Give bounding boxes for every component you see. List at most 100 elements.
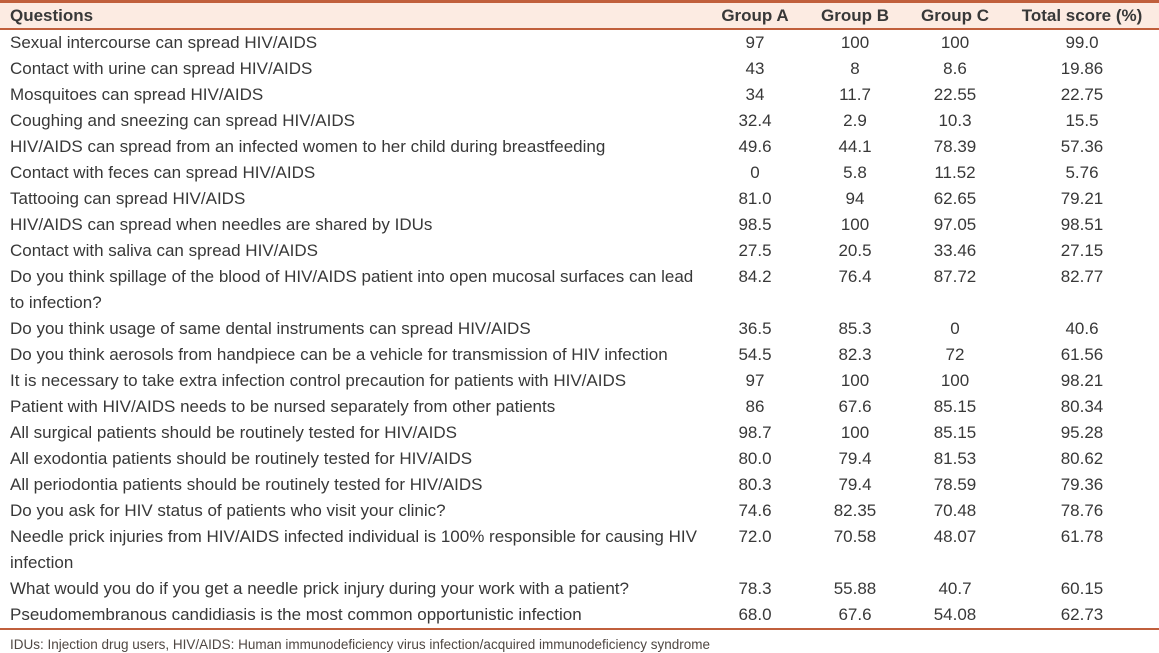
question-cell: What would you do if you get a needle pr… <box>10 579 629 598</box>
value-cell: 10.3 <box>938 111 972 130</box>
value-cell: 85.15 <box>933 423 977 442</box>
value-cell: 40.6 <box>1065 319 1099 338</box>
value-cell: 27.5 <box>738 241 772 260</box>
value-cell: 61.78 <box>1060 527 1104 546</box>
question-cell: All exodontia patients should be routine… <box>10 449 473 468</box>
value-cell: 67.6 <box>805 602 905 630</box>
question-cell: Contact with feces can spread HIV/AIDS <box>10 163 316 182</box>
value-cell: 78.76 <box>1060 501 1104 520</box>
value-cell: 34 <box>745 85 765 104</box>
value-cell: 81.0 <box>738 189 772 208</box>
table-row: HIV/AIDS can spread when needles are sha… <box>0 212 1159 238</box>
table-row: All surgical patients should be routinel… <box>0 420 1159 446</box>
table-row: All periodontia patients should be routi… <box>0 472 1159 498</box>
question-cell: Do you ask for HIV status of patients wh… <box>10 501 446 520</box>
value-cell: 100 <box>940 33 970 52</box>
question-cell: Contact with urine can spread HIV/AIDS <box>10 59 313 78</box>
table-row: Sexual intercourse can spread HIV/AIDS 97… <box>0 29 1159 56</box>
value-cell: 100 <box>840 423 870 442</box>
value-cell: 98.21 <box>1060 371 1104 390</box>
question-cell: Pseudomembranous candidiasis is the most… <box>0 602 705 630</box>
value-cell: 78.39 <box>933 137 977 156</box>
value-cell: 32.4 <box>738 111 772 130</box>
value-cell: 27.15 <box>1060 241 1104 260</box>
value-cell: 87.72 <box>933 267 977 286</box>
question-cell: Do you think aerosols from handpiece can… <box>10 345 668 364</box>
value-cell: 0 <box>950 319 960 338</box>
question-cell: Mosquitoes can spread HIV/AIDS <box>10 85 264 104</box>
value-cell: 80.3 <box>738 475 772 494</box>
value-cell: 78.3 <box>738 579 772 598</box>
value-cell: 15.5 <box>1065 111 1099 130</box>
table-row: HIV/AIDS can spread from an infected wom… <box>0 134 1159 160</box>
value-cell: 76.4 <box>838 267 872 286</box>
table-header: Questions Group A Group B Group C Total … <box>0 0 1159 30</box>
question-cell: All periodontia patients should be routi… <box>10 475 483 494</box>
value-cell: 82.35 <box>833 501 877 520</box>
value-cell: 70.58 <box>833 527 877 546</box>
value-cell: 8 <box>850 59 860 78</box>
value-cell: 60.15 <box>1060 579 1104 598</box>
value-cell: 2.9 <box>843 111 867 130</box>
value-cell: 78.59 <box>933 475 977 494</box>
question-cell: Sexual intercourse can spread HIV/AIDS <box>10 33 318 52</box>
value-cell: 98.5 <box>738 215 772 234</box>
column-header-questions: Questions <box>0 0 705 30</box>
question-cell: Patient with HIV/AIDS needs to be nursed… <box>10 397 556 416</box>
value-cell: 61.56 <box>1060 345 1104 364</box>
value-cell: 79.4 <box>838 449 872 468</box>
question-cell: Do you think usage of same dental instru… <box>10 319 531 338</box>
table-row: Pseudomembranous candidiasis is the most… <box>0 602 1159 630</box>
value-cell: 70.48 <box>933 501 977 520</box>
table-row: Do you think spillage of the blood of HI… <box>0 264 1159 316</box>
value-cell: 86 <box>745 397 765 416</box>
value-cell: 22.75 <box>1060 85 1104 104</box>
value-cell: 55.88 <box>833 579 877 598</box>
value-cell: 100 <box>840 371 870 390</box>
value-cell: 79.4 <box>838 475 872 494</box>
value-cell: 54.08 <box>905 602 1005 630</box>
value-cell: 11.52 <box>934 163 976 182</box>
table-row: Contact with urine can spread HIV/AIDS 43… <box>0 56 1159 82</box>
value-cell: 44.1 <box>838 137 872 156</box>
table-row: What would you do if you get a needle pr… <box>0 576 1159 602</box>
value-cell: 100 <box>840 33 870 52</box>
value-cell: 49.6 <box>738 137 772 156</box>
question-cell: All surgical patients should be routinel… <box>10 423 457 442</box>
table-row: All exodontia patients should be routine… <box>0 446 1159 472</box>
value-cell: 80.34 <box>1060 397 1104 416</box>
header-row: Questions Group A Group B Group C Total … <box>0 0 1159 30</box>
column-header-group-a: Group A <box>705 0 805 30</box>
value-cell: 80.62 <box>1060 449 1104 468</box>
table-row: Do you think aerosols from handpiece can… <box>0 342 1159 368</box>
value-cell: 54.5 <box>738 345 772 364</box>
value-cell: 57.36 <box>1060 137 1104 156</box>
question-cell: HIV/AIDS can spread when needles are sha… <box>10 215 433 234</box>
value-cell: 11.7 <box>839 85 871 104</box>
question-cell: It is necessary to take extra infection … <box>10 371 627 390</box>
question-cell: Do you think spillage of the blood of HI… <box>10 267 694 312</box>
table-row: It is necessary to take extra infection … <box>0 368 1159 394</box>
value-cell: 33.46 <box>933 241 977 260</box>
table-row: Needle prick injuries from HIV/AIDS infe… <box>0 524 1159 576</box>
value-cell: 94 <box>845 189 865 208</box>
table-row: Contact with saliva can spread HIV/AIDS 2… <box>0 238 1159 264</box>
value-cell: 67.6 <box>838 397 872 416</box>
value-cell: 100 <box>940 371 970 390</box>
column-header-group-b: Group B <box>805 0 905 30</box>
value-cell: 5.76 <box>1065 163 1099 182</box>
question-cell: Tattooing can spread HIV/AIDS <box>10 189 246 208</box>
value-cell: 98.51 <box>1060 215 1104 234</box>
value-cell: 95.28 <box>1060 423 1104 442</box>
table-row: Patient with HIV/AIDS needs to be nursed… <box>0 394 1159 420</box>
table-row: Do you ask for HIV status of patients wh… <box>0 498 1159 524</box>
value-cell: 22.55 <box>933 85 977 104</box>
value-cell: 100 <box>840 215 870 234</box>
value-cell: 8.6 <box>943 59 967 78</box>
value-cell: 82.77 <box>1060 267 1104 286</box>
value-cell: 20.5 <box>838 241 872 260</box>
value-cell: 74.6 <box>738 501 772 520</box>
table-row: Tattooing can spread HIV/AIDS 81.0 94 62.65… <box>0 186 1159 212</box>
table-row: Contact with feces can spread HIV/AIDS 0 5… <box>0 160 1159 186</box>
table-row: Mosquitoes can spread HIV/AIDS 34 11.7 22.5… <box>0 82 1159 108</box>
